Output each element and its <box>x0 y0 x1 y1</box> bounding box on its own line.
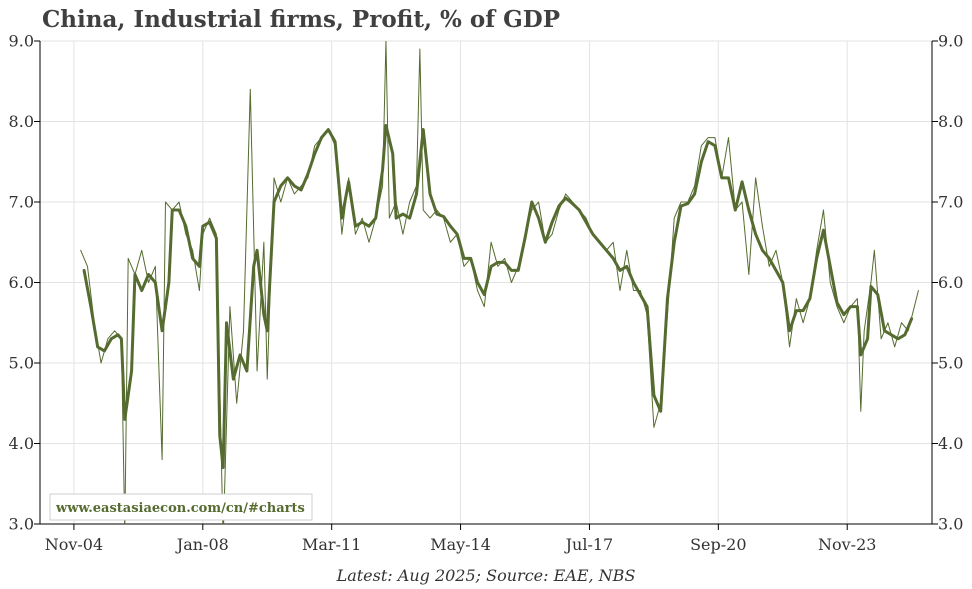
watermark-box <box>49 493 313 521</box>
x-tick-label: May-14 <box>430 535 491 554</box>
y-tick-label-right: 5.0 <box>938 354 963 373</box>
y-tick-label-right: 3.0 <box>938 515 963 534</box>
x-axis-ticks: Nov-04 Jan-08 Mar-11 May-14 Jul-17 Sep-20 Nov-… <box>45 524 876 554</box>
y-tick-label-right: 7.0 <box>938 193 963 212</box>
y-tick-label-right: 9.0 <box>938 32 963 51</box>
x-tick-label: Sep-20 <box>690 535 746 554</box>
y-tick-label-left: 8.0 <box>9 112 34 131</box>
y-tick-label-right: 4.0 <box>938 434 963 453</box>
watermark: www.eastasiaecon.com/cn/#charts <box>49 493 313 521</box>
y-tick-label-left: 9.0 <box>9 32 34 51</box>
y-axis-left-ticks: 3.0 4.0 5.0 6.0 7.0 8.0 9.0 <box>9 32 40 534</box>
y-axis-right-ticks: 3.0 4.0 5.0 6.0 7.0 8.0 9.0 <box>932 32 963 534</box>
watermark-text: www.eastasiaecon.com/cn/#charts <box>55 501 305 516</box>
x-tick-label: Mar-11 <box>302 535 361 554</box>
x-tick-label: Jan-08 <box>175 535 229 554</box>
y-tick-label-left: 3.0 <box>9 515 34 534</box>
chart-title: China, Industrial firms, Profit, % of GD… <box>42 6 561 33</box>
y-tick-label-left: 7.0 <box>9 193 34 212</box>
y-tick-label-left: 6.0 <box>9 273 34 292</box>
series-lines <box>80 41 919 524</box>
y-tick-label-right: 8.0 <box>938 112 963 131</box>
grid-lines <box>40 40 932 525</box>
series-line-thin <box>80 41 919 524</box>
x-tick-label: Nov-04 <box>45 535 103 554</box>
y-tick-label-left: 4.0 <box>9 434 34 453</box>
x-tick-label: Jul-17 <box>564 535 614 554</box>
y-tick-label-left: 5.0 <box>9 354 34 373</box>
y-tick-label-right: 6.0 <box>938 273 963 292</box>
source-note: Latest: Aug 2025; Source: EAE, NBS <box>336 566 636 585</box>
x-tick-label: Nov-23 <box>818 535 876 554</box>
series-line-thick <box>82 124 914 470</box>
